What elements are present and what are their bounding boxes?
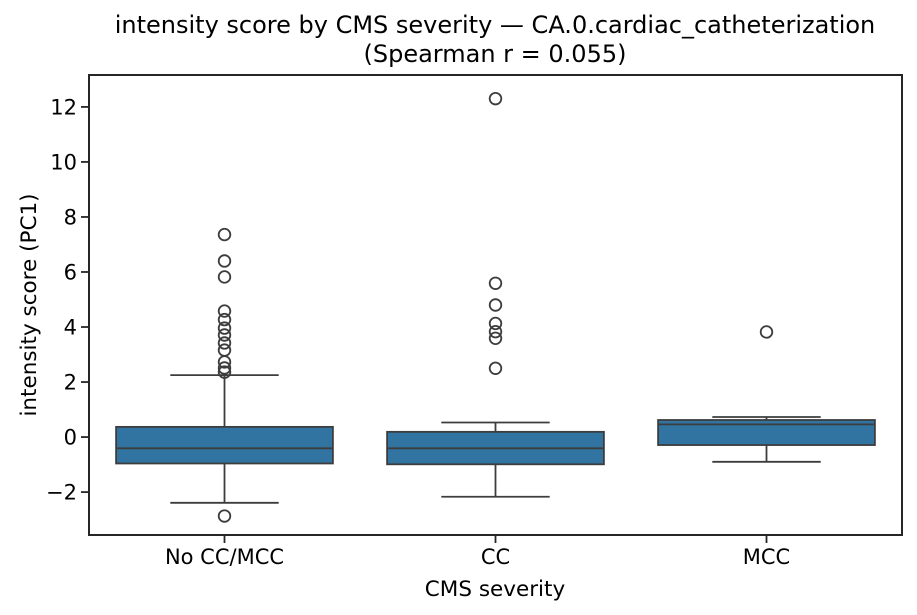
box-1[interactable] (115, 425, 334, 465)
outlier-point (217, 304, 232, 318)
plot-area: −2 0 2 4 6 8 10 12 No CC/MCC CC MCC (46, 74, 903, 569)
y-tick-label: −2 (46, 481, 77, 505)
outlier-point (488, 298, 503, 312)
outlier-point (488, 316, 503, 331)
outlier-point (217, 365, 232, 379)
x-axis-label: CMS severity (425, 577, 566, 602)
outlier-point (217, 361, 232, 375)
x-tick-label: MCC (743, 545, 790, 569)
outlier-point (217, 312, 232, 327)
outlier-point (217, 355, 232, 369)
outlier-point (759, 325, 774, 339)
outlier-point (488, 324, 503, 339)
outlier-point (488, 91, 503, 106)
y-tick-label: 12 (50, 95, 77, 119)
outlier-point (488, 361, 503, 375)
y-tick-label: 10 (50, 150, 77, 174)
outlier-point (488, 331, 503, 345)
outlier-point (217, 343, 232, 357)
chart-title-line2: (Spearman r = 0.055) (364, 40, 627, 68)
outlier-point (217, 227, 232, 242)
outlier-point (217, 328, 232, 342)
outlier-point (217, 336, 232, 350)
y-tick-label: 0 (64, 426, 77, 450)
y-tick-label: 4 (64, 316, 77, 340)
y-tick-label: 6 (64, 260, 77, 284)
outlier-point (217, 270, 232, 284)
y-axis-label: intensity score (PC1) (17, 193, 42, 416)
y-tick-label: 8 (64, 205, 77, 229)
x-tick-label: No CC/MCC (165, 545, 284, 569)
y-tick-label: 2 (64, 371, 77, 395)
outlier-point (217, 254, 232, 268)
outlier-point (217, 321, 232, 335)
x-tick-label: CC (481, 545, 510, 569)
outlier-point (217, 509, 232, 523)
chart-title-line1: intensity score by CMS severity — CA.0.c… (115, 11, 876, 39)
plot-frame (88, 74, 903, 536)
outlier-point (488, 276, 503, 290)
